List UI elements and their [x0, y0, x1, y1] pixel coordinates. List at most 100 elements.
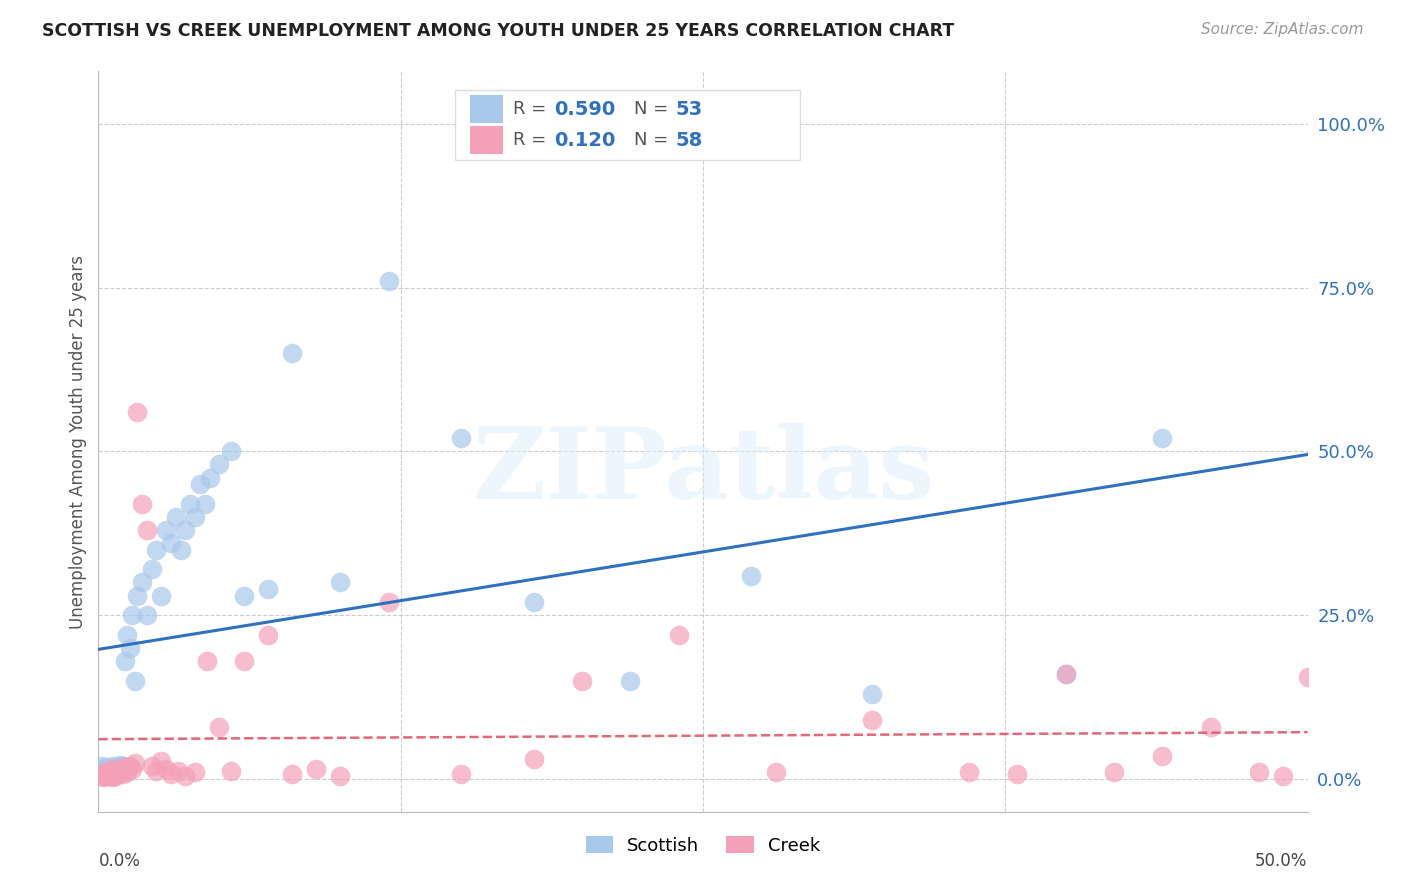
Point: [523, 752, 546, 766]
Point: [329, 575, 352, 590]
FancyBboxPatch shape: [470, 95, 503, 123]
Point: [108, 765, 131, 780]
Point: [141, 562, 163, 576]
Point: [1152, 749, 1174, 764]
Point: [101, 759, 124, 773]
Point: [104, 769, 127, 783]
Point: [104, 766, 127, 780]
Point: [145, 764, 167, 778]
Point: [101, 766, 124, 780]
Point: [104, 764, 127, 778]
Point: [135, 608, 157, 623]
Point: [329, 769, 352, 783]
Point: [90, 769, 112, 783]
Point: [131, 497, 153, 511]
Point: [91, 770, 114, 784]
Point: [860, 687, 883, 701]
Point: [1007, 766, 1029, 780]
Point: [107, 766, 129, 780]
Point: [114, 654, 136, 668]
Point: [184, 765, 207, 780]
Point: [91, 765, 114, 780]
Point: [124, 756, 146, 770]
Point: [100, 765, 122, 780]
Point: [194, 497, 217, 511]
Text: R =: R =: [513, 131, 553, 149]
Text: N =: N =: [634, 131, 673, 149]
Text: R =: R =: [513, 100, 553, 118]
Point: [179, 497, 201, 511]
Point: [221, 764, 243, 778]
Point: [111, 759, 134, 773]
Legend: Scottish, Creek: Scottish, Creek: [578, 830, 828, 862]
Point: [377, 595, 399, 609]
Text: 0.590: 0.590: [554, 100, 616, 119]
Point: [232, 589, 254, 603]
Point: [1296, 670, 1319, 684]
Point: [114, 762, 136, 776]
Text: 0.120: 0.120: [554, 131, 616, 150]
Point: [117, 628, 139, 642]
Point: [150, 754, 173, 768]
Point: [100, 769, 122, 783]
Point: [118, 640, 141, 655]
Point: [155, 762, 177, 776]
Point: [97, 764, 120, 778]
Point: [94, 760, 117, 774]
Point: [97, 766, 120, 780]
Point: [571, 673, 593, 688]
Point: [101, 762, 124, 776]
Text: ZIPatlas: ZIPatlas: [472, 423, 934, 520]
Point: [145, 542, 167, 557]
Point: [121, 608, 143, 623]
Point: [860, 713, 883, 727]
Point: [100, 762, 122, 776]
Point: [107, 760, 129, 774]
Point: [377, 274, 399, 288]
Point: [90, 759, 112, 773]
Point: [208, 720, 231, 734]
Point: [1054, 667, 1077, 681]
Point: [111, 766, 134, 780]
Point: [167, 764, 190, 778]
Point: [160, 536, 183, 550]
Point: [765, 765, 787, 780]
Point: [107, 764, 129, 778]
Point: [256, 628, 278, 642]
Point: [108, 757, 131, 772]
Point: [281, 346, 304, 360]
Point: [1054, 667, 1077, 681]
Point: [91, 766, 114, 780]
Point: [169, 542, 191, 557]
Point: [281, 766, 304, 780]
Y-axis label: Unemployment Among Youth under 25 years: Unemployment Among Youth under 25 years: [69, 254, 87, 629]
Point: [208, 458, 231, 472]
Point: [305, 762, 328, 776]
Point: [523, 595, 546, 609]
Point: [740, 569, 762, 583]
Point: [107, 765, 129, 780]
Text: 50.0%: 50.0%: [1256, 853, 1308, 871]
FancyBboxPatch shape: [470, 126, 503, 154]
Point: [232, 654, 254, 668]
Point: [957, 765, 980, 780]
Point: [94, 769, 117, 783]
Point: [97, 769, 120, 783]
Point: [619, 673, 641, 688]
Point: [124, 673, 146, 688]
Text: SCOTTISH VS CREEK UNEMPLOYMENT AMONG YOUTH UNDER 25 YEARS CORRELATION CHART: SCOTTISH VS CREEK UNEMPLOYMENT AMONG YOU…: [42, 22, 955, 40]
Point: [118, 759, 141, 773]
Text: 58: 58: [675, 131, 703, 150]
Point: [1199, 720, 1222, 734]
Point: [135, 523, 157, 537]
Point: [160, 766, 183, 780]
Point: [104, 762, 127, 776]
Point: [256, 582, 278, 596]
Point: [450, 431, 472, 445]
Point: [100, 765, 122, 780]
Point: [1249, 765, 1271, 780]
Point: [450, 766, 472, 780]
Point: [165, 509, 187, 524]
Point: [221, 444, 243, 458]
Point: [188, 477, 211, 491]
